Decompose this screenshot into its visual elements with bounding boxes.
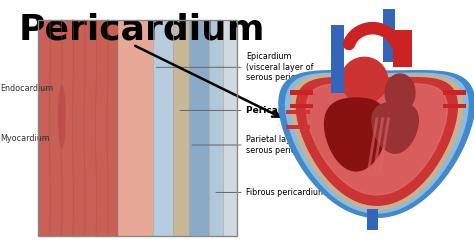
Polygon shape — [286, 73, 468, 213]
Bar — [290, 104, 313, 108]
Bar — [38, 20, 118, 236]
Text: Fibrous pericardium: Fibrous pericardium — [216, 188, 327, 197]
Text: Myocardium: Myocardium — [0, 134, 50, 143]
Bar — [154, 20, 173, 236]
Bar — [38, 20, 237, 236]
Polygon shape — [291, 75, 463, 210]
Text: Pericardial cavity: Pericardial cavity — [180, 106, 336, 115]
Bar — [173, 20, 189, 236]
Polygon shape — [279, 71, 474, 217]
Ellipse shape — [58, 85, 66, 149]
Bar — [285, 110, 310, 114]
Bar — [443, 91, 466, 95]
Polygon shape — [306, 84, 447, 195]
Polygon shape — [372, 102, 418, 153]
Bar — [290, 91, 313, 95]
Bar — [209, 20, 223, 236]
Bar — [118, 20, 154, 236]
Polygon shape — [296, 78, 457, 205]
Polygon shape — [385, 74, 415, 112]
Bar — [367, 209, 378, 230]
Bar — [331, 25, 345, 93]
Polygon shape — [341, 57, 388, 103]
Bar — [443, 104, 466, 108]
Bar — [189, 20, 209, 236]
Bar — [285, 125, 310, 129]
Text: Parietal layer of
serous pericardium: Parietal layer of serous pericardium — [192, 135, 324, 155]
Bar — [393, 30, 411, 67]
Text: Endocardium: Endocardium — [0, 84, 54, 93]
Bar — [223, 20, 237, 236]
Text: Pericardium: Pericardium — [19, 12, 265, 46]
Polygon shape — [325, 98, 388, 171]
Text: Epicardium
(visceral layer of
serous pericardium): Epicardium (visceral layer of serous per… — [156, 52, 328, 82]
Bar — [383, 9, 395, 62]
